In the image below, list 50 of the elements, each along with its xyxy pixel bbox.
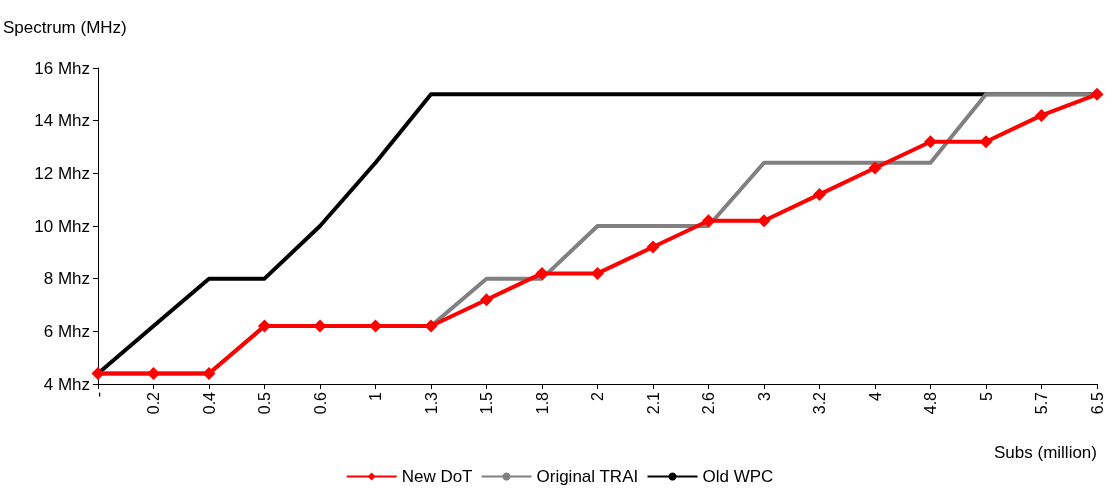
legend-label: New DoT	[401, 467, 473, 486]
x-axis-title: Subs (million)	[994, 443, 1097, 462]
y-tick-label: 16 Mhz	[34, 58, 90, 78]
y-tick-label: 8 Mhz	[43, 269, 90, 289]
x-tick-label: -	[89, 392, 107, 398]
x-tick-label: 3	[755, 391, 773, 401]
point	[591, 266, 604, 280]
point	[979, 135, 993, 149]
x-tick-label: 0.5	[256, 391, 273, 415]
point	[1090, 87, 1104, 101]
x-tick-label: 5	[977, 391, 995, 401]
x-tick-label: 0.6	[311, 391, 329, 415]
legend-label: Original TRAI	[536, 467, 639, 486]
point	[91, 366, 105, 380]
point	[924, 135, 937, 149]
point	[202, 366, 216, 380]
x-tick-label: 4	[866, 391, 884, 401]
x-tick-label: 2.1	[644, 391, 662, 415]
x-tick-label: 2	[589, 391, 606, 401]
point	[313, 319, 327, 333]
x-tick-label: 5.7	[1033, 391, 1050, 415]
x-tick-label: 0.4	[200, 391, 218, 415]
point	[702, 214, 715, 228]
point	[424, 319, 438, 333]
x-tick-label: 6.5	[1088, 391, 1106, 415]
point	[147, 366, 160, 380]
point	[369, 319, 382, 333]
x-tick-label: 1	[367, 391, 384, 401]
y-tick-label: 10 Mhz	[34, 216, 90, 236]
y-tick-label: 6 Mhz	[43, 321, 90, 341]
x-tick-label: 1.3	[422, 391, 440, 415]
x-tick-label: 0.2	[145, 391, 162, 415]
y-axis-title: Spectrum (MHz)	[3, 18, 127, 37]
point	[646, 240, 660, 254]
x-tick-label: 1.5	[478, 391, 495, 415]
point	[480, 293, 493, 307]
y-tick-label: 4 Mhz	[43, 374, 90, 394]
point	[868, 161, 882, 175]
x-tick-label: 4.8	[922, 391, 939, 415]
point	[535, 266, 549, 280]
x-tick-label: 2.6	[700, 391, 717, 415]
point	[258, 319, 271, 333]
point	[813, 187, 826, 201]
y-tick-label: 12 Mhz	[34, 163, 90, 183]
x-tick-label: 3.2	[811, 391, 828, 415]
legend-label: Old WPC	[702, 467, 774, 486]
x-tick-label: 1.8	[533, 391, 551, 415]
y-tick-label: 14 Mhz	[34, 111, 90, 131]
point	[757, 214, 771, 228]
point	[1035, 108, 1048, 122]
